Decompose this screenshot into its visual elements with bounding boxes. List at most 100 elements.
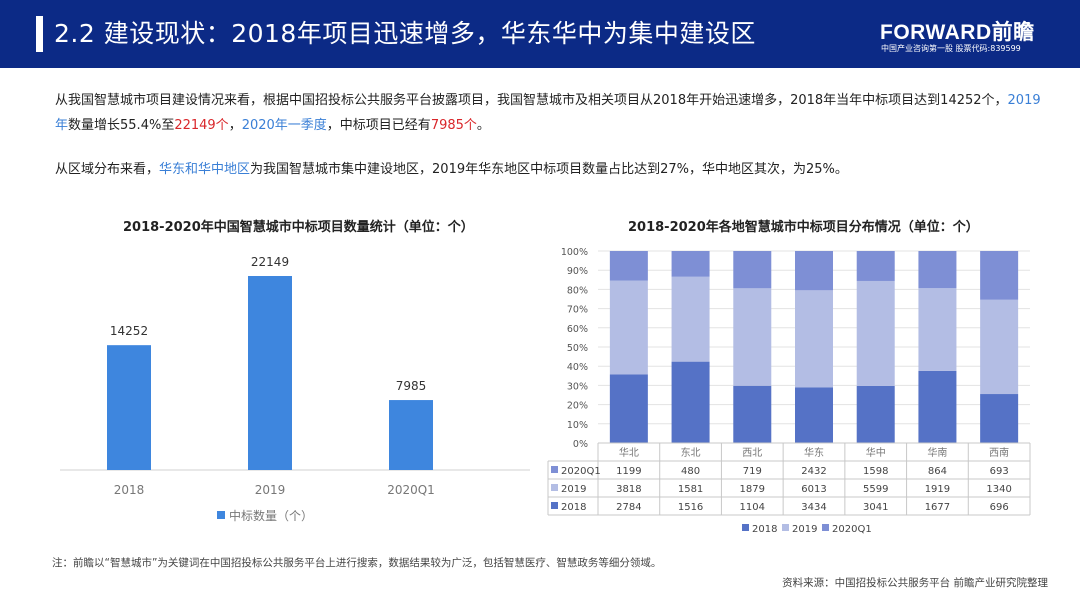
bar-西南-2020Q1 [980, 251, 1019, 300]
text-segment: 数量增长55.4%至 [68, 118, 175, 133]
highlight-text: 华东和华中地区 [159, 162, 251, 177]
table-cell: 2432 [801, 466, 826, 477]
table-row-label: 2020Q1 [561, 466, 601, 477]
bar-华南-2018 [918, 370, 957, 443]
paragraph-region: 从区域分布来看，华东和华中地区为我国智慧城市集中建设地区，2019年华东地区中标… [55, 157, 1045, 182]
bar-西北-2019 [733, 288, 772, 386]
text-segment: 为我国智慧城市集中建设地区，2019年华东地区中标项目数量占比达到27%，华中地… [250, 162, 848, 177]
table-legend-swatch [551, 502, 558, 509]
table-cell: 6013 [801, 484, 826, 495]
y-tick-label: 80% [567, 285, 588, 296]
right-stacked-chart: 0% 10% 20% 30% 40% 50% 60% 70% 80% 90% 100% 华北 东北 西北 华… [547, 247, 1031, 535]
table-cell: 1516 [678, 502, 703, 513]
legend-swatch [822, 524, 829, 531]
bar-华北-2019 [609, 280, 648, 375]
table-cell: 864 [928, 466, 947, 477]
bar-华北-2020Q1 [609, 251, 648, 281]
header-bar: 2.2 建设现状：2018年项目迅速增多，华东华中为集中建设区 FORWARD前… [0, 0, 1080, 68]
legend-label: 2020Q1 [832, 524, 872, 535]
table-cell: 5599 [863, 484, 888, 495]
bar-2020Q1 [389, 400, 433, 470]
table-cell: 3434 [801, 502, 826, 513]
legend-swatch [217, 511, 225, 519]
table-cell: 3041 [863, 502, 888, 513]
bar-东北-2018 [671, 361, 710, 443]
x-tick-label: 东北 [681, 446, 701, 459]
left-bar-chart: 14252 2018 22149 2019 7985 2020Q1 中标数量（个） [60, 255, 530, 523]
highlight-text: 2020年一季度 [241, 118, 327, 133]
legend-swatch [782, 524, 789, 531]
table-legend-swatch [551, 484, 558, 491]
y-tick-label: 70% [567, 305, 588, 316]
left-chart-title: 2018-2020年中国智慧城市中标项目数量统计（单位：个） [123, 220, 474, 235]
table-legend-swatch [551, 466, 558, 473]
legend-label: 2019 [792, 524, 817, 535]
table-cell: 693 [990, 466, 1009, 477]
x-tick-label: 华北 [619, 446, 639, 459]
bar-华中-2020Q1 [856, 251, 895, 281]
table-cell: 696 [990, 502, 1009, 513]
bar-华中-2019 [856, 280, 895, 386]
table-cell: 719 [743, 466, 762, 477]
data-label: 14252 [110, 324, 148, 338]
text-segment: 从我国智慧城市项目建设情况来看，根据中国招投标公共服务平台披露项目，我国智慧城市… [55, 93, 1008, 108]
y-tick-label: 100% [561, 247, 588, 258]
table-row-label: 2018 [561, 502, 586, 513]
table-cell: 1104 [740, 502, 765, 513]
bar-2019 [248, 276, 292, 470]
text-segment: ， [228, 118, 242, 133]
text-segment: 从区域分布来看， [55, 162, 160, 177]
bar-2018 [107, 345, 151, 470]
text-segment: ，中标项目已经有 [326, 118, 431, 133]
bar-华中-2018 [856, 385, 895, 443]
table-cell: 480 [681, 466, 700, 477]
y-tick-label: 40% [567, 362, 588, 373]
bar-西南-2019 [980, 299, 1019, 395]
y-tick-label: 20% [567, 401, 588, 412]
highlight-text: 7985个 [430, 118, 477, 133]
table-row-label: 2019 [561, 484, 586, 495]
table-cell: 1919 [925, 484, 950, 495]
table-cell: 1581 [678, 484, 703, 495]
legend-label: 2018 [752, 524, 777, 535]
y-tick-label: 30% [567, 381, 588, 392]
x-tick-label: 2018 [114, 483, 145, 497]
bar-华北-2018 [609, 374, 648, 443]
bar-西北-2020Q1 [733, 251, 772, 289]
y-tick-label: 50% [567, 343, 588, 354]
table-cell: 2784 [616, 502, 641, 513]
right-chart-title: 2018-2020年各地智慧城市中标项目分布情况（单位：个） [628, 220, 979, 235]
footnote: 注：前瞻以“智慧城市”为关键词在中国招投标公共服务平台上进行搜索，数据结果较为广… [52, 557, 662, 569]
y-tick-label: 0% [573, 439, 588, 450]
table-cell: 1340 [986, 484, 1011, 495]
x-tick-label: 2019 [255, 483, 286, 497]
x-tick-label: 西北 [742, 447, 762, 459]
legend-swatch [742, 524, 749, 531]
legend-label: 中标数量（个） [229, 508, 313, 523]
forward-logo: FORWARD前瞻 [880, 21, 1035, 44]
data-label: 22149 [251, 255, 289, 269]
bar-华东-2018 [795, 387, 833, 443]
highlight-text: 22149个 [174, 118, 229, 133]
y-tick-label: 60% [567, 324, 588, 335]
text-segment: 。 [476, 118, 490, 133]
title-accent-bar [36, 16, 43, 52]
x-tick-label: 2020Q1 [387, 483, 435, 497]
x-tick-label: 华中 [866, 446, 886, 459]
page-title: 2.2 建设现状：2018年项目迅速增多，华东华中为集中建设区 [54, 19, 756, 48]
data-label: 7985 [396, 379, 427, 393]
bar-华南-2019 [918, 288, 957, 371]
table-cell: 1598 [863, 466, 888, 477]
y-tick-label: 10% [567, 420, 588, 431]
logo-subtitle: 中国产业咨询第一股 股票代码:839599 [881, 44, 1021, 53]
bar-华东-2019 [795, 290, 833, 388]
table-cell: 3818 [616, 484, 641, 495]
bar-西北-2018 [733, 385, 772, 443]
y-tick-label: 90% [567, 266, 588, 277]
x-tick-label: 华南 [927, 446, 947, 459]
bar-西南-2018 [980, 394, 1019, 443]
source-note: 资料来源：中国招投标公共服务平台 前瞻产业研究院整理 [782, 577, 1048, 589]
paragraph-trend: 从我国智慧城市项目建设情况来看，根据中国招投标公共服务平台披露项目，我国智慧城市… [55, 88, 1045, 138]
highlight-text: 2019年 [55, 93, 1041, 133]
